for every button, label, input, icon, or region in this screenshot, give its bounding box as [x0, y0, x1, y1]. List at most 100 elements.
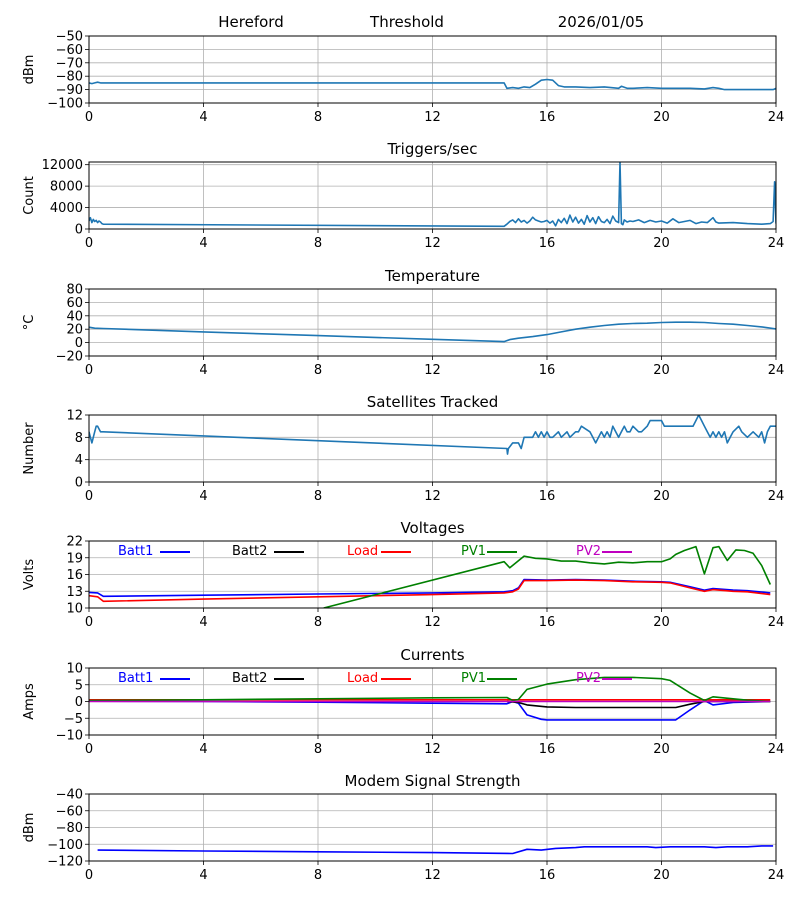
x-tick-label: 0 — [85, 489, 93, 504]
gridlines — [89, 415, 776, 482]
series-line-satellites — [89, 415, 776, 455]
x-tick-label: 20 — [653, 363, 670, 378]
series-group — [89, 321, 776, 343]
x-tick-label: 0 — [85, 742, 93, 757]
legend: Batt1 Batt2 Load PV1 PV2 — [118, 544, 632, 559]
y-tick-label: 40 — [66, 309, 83, 324]
header-mode: Threshold — [369, 13, 444, 31]
legend-label-pv2: PV2 — [576, 671, 601, 686]
x-tick-label: 24 — [768, 363, 785, 378]
x-tick-label: 8 — [314, 110, 322, 125]
y-tick-label: 0 — [75, 476, 83, 491]
series-group — [89, 676, 771, 721]
y-tick-label: 16 — [66, 568, 83, 583]
x-tick-label: 20 — [653, 615, 670, 630]
gridlines — [89, 541, 776, 608]
y-tick-label: −40 — [56, 788, 83, 803]
y-axis-label: Count — [22, 176, 37, 215]
chart-title: Currents — [400, 646, 464, 664]
y-tick-label: −5 — [64, 712, 83, 727]
series-line-load — [89, 579, 771, 603]
x-tick-label: 4 — [199, 868, 207, 883]
y-tick-label: 13 — [66, 585, 83, 600]
x-tick-label: 24 — [768, 742, 785, 757]
x-tick-label: 16 — [539, 236, 556, 251]
y-tick-label: −60 — [56, 804, 83, 819]
y-tick-label: −20 — [56, 350, 83, 365]
legend-label-pv1: PV1 — [461, 544, 486, 559]
series-line-temperature — [89, 321, 776, 343]
x-tick-label: 12 — [424, 868, 441, 883]
x-tick-label: 4 — [199, 110, 207, 125]
x-tick-label: 24 — [768, 236, 785, 251]
panel-modem: 0 4 8 12 16 20 24 −120 −100 −80 −60−40 dBm Modem Sig… — [22, 772, 784, 883]
y-tick-label: 22 — [66, 535, 83, 550]
x-tick-label: 8 — [314, 868, 322, 883]
legend-label-batt2: Batt2 — [232, 671, 267, 686]
y-tick-label: −70 — [56, 56, 83, 71]
x-tick-label: 20 — [653, 489, 670, 504]
x-tick-label: 4 — [199, 742, 207, 757]
x-tick-label: 8 — [314, 363, 322, 378]
y-tick-label: 60 — [66, 296, 83, 311]
legend-label-batt1: Batt1 — [118, 671, 153, 686]
legend-label-batt1: Batt1 — [118, 544, 153, 559]
y-tick-label: 19 — [66, 551, 83, 566]
legend-label-pv1: PV1 — [461, 671, 486, 686]
series-line-pv1 — [89, 676, 771, 703]
x-tick-label: 20 — [653, 236, 670, 251]
chart-title: Voltages — [400, 519, 464, 537]
header: Hereford Threshold 2026/01/05 — [218, 13, 644, 31]
x-tick-label: 4 — [199, 615, 207, 630]
y-tick-label: 80 — [66, 283, 83, 298]
x-tick-label: 12 — [424, 363, 441, 378]
y-tick-label: 12000 — [42, 158, 83, 173]
y-tick-label: 5 — [75, 678, 83, 693]
chart-title: Satellites Tracked — [367, 393, 498, 411]
x-tick-label: 12 — [424, 489, 441, 504]
x-tick-label: 12 — [424, 236, 441, 251]
gridlines — [89, 162, 776, 229]
y-tick-label: 0 — [75, 223, 83, 238]
x-tick-label: 24 — [768, 110, 785, 125]
y-tick-label: 4000 — [50, 201, 83, 216]
panel-satellites: 0 4 8 12 16 20 24 0 4 8 12 Number Satellites Tracked — [22, 393, 784, 504]
y-tick-label: 10 — [66, 602, 83, 617]
y-tick-label: −100 — [47, 97, 83, 112]
y-axis-label: Amps — [22, 683, 37, 720]
y-tick-label: −60 — [56, 43, 83, 58]
chart-title: Triggers/sec — [387, 140, 478, 158]
panel-triggers: 0 4 8 12 16 20 24 0 4000 8000 12000 Count Triggers/s… — [22, 140, 784, 251]
legend-label-load: Load — [347, 544, 378, 559]
y-tick-label: 20 — [66, 323, 83, 338]
y-tick-label: 8 — [75, 431, 83, 446]
x-tick-label: 16 — [539, 615, 556, 630]
y-tick-label: −80 — [56, 70, 83, 85]
legend-label-batt2: Batt2 — [232, 544, 267, 559]
y-tick-label: −80 — [56, 821, 83, 836]
x-tick-label: 0 — [85, 363, 93, 378]
y-tick-label: −90 — [56, 83, 83, 98]
series-line-threshold — [89, 78, 776, 91]
x-tick-label: 0 — [85, 615, 93, 630]
x-tick-label: 8 — [314, 742, 322, 757]
series-line-pv1 — [323, 545, 772, 608]
x-tick-label: 12 — [424, 615, 441, 630]
x-tick-label: 8 — [314, 489, 322, 504]
y-tick-label: 0 — [75, 336, 83, 351]
y-tick-label: 0 — [75, 695, 83, 710]
gridlines — [89, 289, 776, 356]
x-tick-label: 24 — [768, 868, 785, 883]
header-station: Hereford — [218, 13, 283, 31]
y-axis-label: Number — [22, 422, 37, 475]
header-date: 2026/01/05 — [558, 13, 644, 31]
x-tick-label: 8 — [314, 236, 322, 251]
x-tick-label: 12 — [424, 742, 441, 757]
x-tick-label: 16 — [539, 110, 556, 125]
y-axis-label: dBm — [22, 55, 37, 85]
y-axis-label: dBm — [22, 813, 37, 843]
